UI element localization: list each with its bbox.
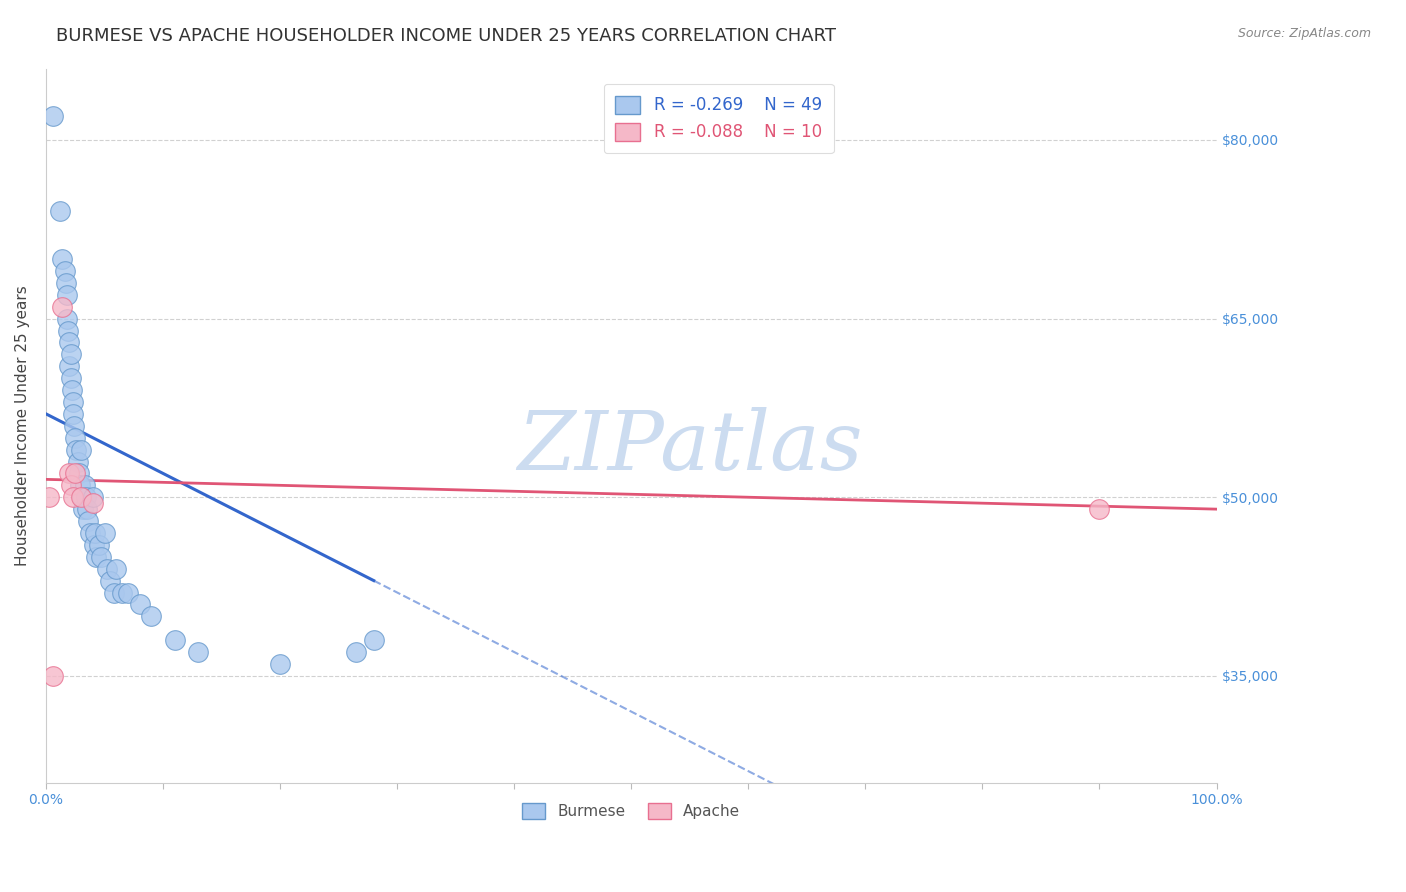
Point — [65, 431, 87, 445]
Point — [103, 585, 125, 599]
Point — [38, 490, 60, 504]
Point — [51, 300, 73, 314]
Point — [62, 490, 84, 504]
Point — [49, 204, 72, 219]
Point — [59, 478, 82, 492]
Point — [58, 359, 80, 374]
Point — [93, 525, 115, 540]
Point — [66, 454, 89, 468]
Text: BURMESE VS APACHE HOUSEHOLDER INCOME UNDER 25 YEARS CORRELATION CHART: BURMESE VS APACHE HOUSEHOLDER INCOME UND… — [56, 27, 837, 45]
Point — [70, 442, 93, 457]
Point — [83, 538, 105, 552]
Point — [163, 633, 186, 648]
Point — [111, 585, 134, 599]
Point — [67, 467, 90, 481]
Point — [65, 467, 87, 481]
Point — [79, 525, 101, 540]
Point — [72, 490, 94, 504]
Point — [62, 407, 84, 421]
Point — [75, 490, 97, 504]
Y-axis label: Householder Income Under 25 years: Householder Income Under 25 years — [15, 285, 30, 566]
Point — [117, 585, 139, 599]
Text: Source: ZipAtlas.com: Source: ZipAtlas.com — [1237, 27, 1371, 40]
Point — [363, 633, 385, 648]
Point — [60, 383, 83, 397]
Point — [42, 669, 65, 683]
Point — [187, 645, 209, 659]
Point — [87, 538, 110, 552]
Point — [59, 347, 82, 361]
Point — [58, 324, 80, 338]
Point — [105, 562, 128, 576]
Point — [82, 490, 104, 504]
Point — [128, 598, 150, 612]
Point — [73, 478, 96, 492]
Point — [58, 467, 80, 481]
Point — [69, 478, 91, 492]
Point — [51, 252, 73, 266]
Point — [76, 502, 98, 516]
Point — [53, 264, 76, 278]
Text: ZIPatlas: ZIPatlas — [517, 408, 862, 487]
Point — [84, 549, 107, 564]
Point — [72, 502, 94, 516]
Point — [55, 276, 77, 290]
Point — [84, 525, 107, 540]
Point — [59, 371, 82, 385]
Point — [96, 562, 118, 576]
Point — [58, 335, 80, 350]
Point — [98, 574, 121, 588]
Point — [82, 496, 104, 510]
Point — [77, 514, 100, 528]
Point — [344, 645, 367, 659]
Point — [1088, 502, 1111, 516]
Point — [56, 287, 79, 301]
Point — [269, 657, 291, 671]
Point — [70, 490, 93, 504]
Point — [56, 311, 79, 326]
Legend: Burmese, Apache: Burmese, Apache — [516, 797, 747, 825]
Point — [90, 549, 112, 564]
Point — [63, 418, 86, 433]
Point — [62, 395, 84, 409]
Point — [42, 109, 65, 123]
Point — [141, 609, 163, 624]
Point — [65, 442, 87, 457]
